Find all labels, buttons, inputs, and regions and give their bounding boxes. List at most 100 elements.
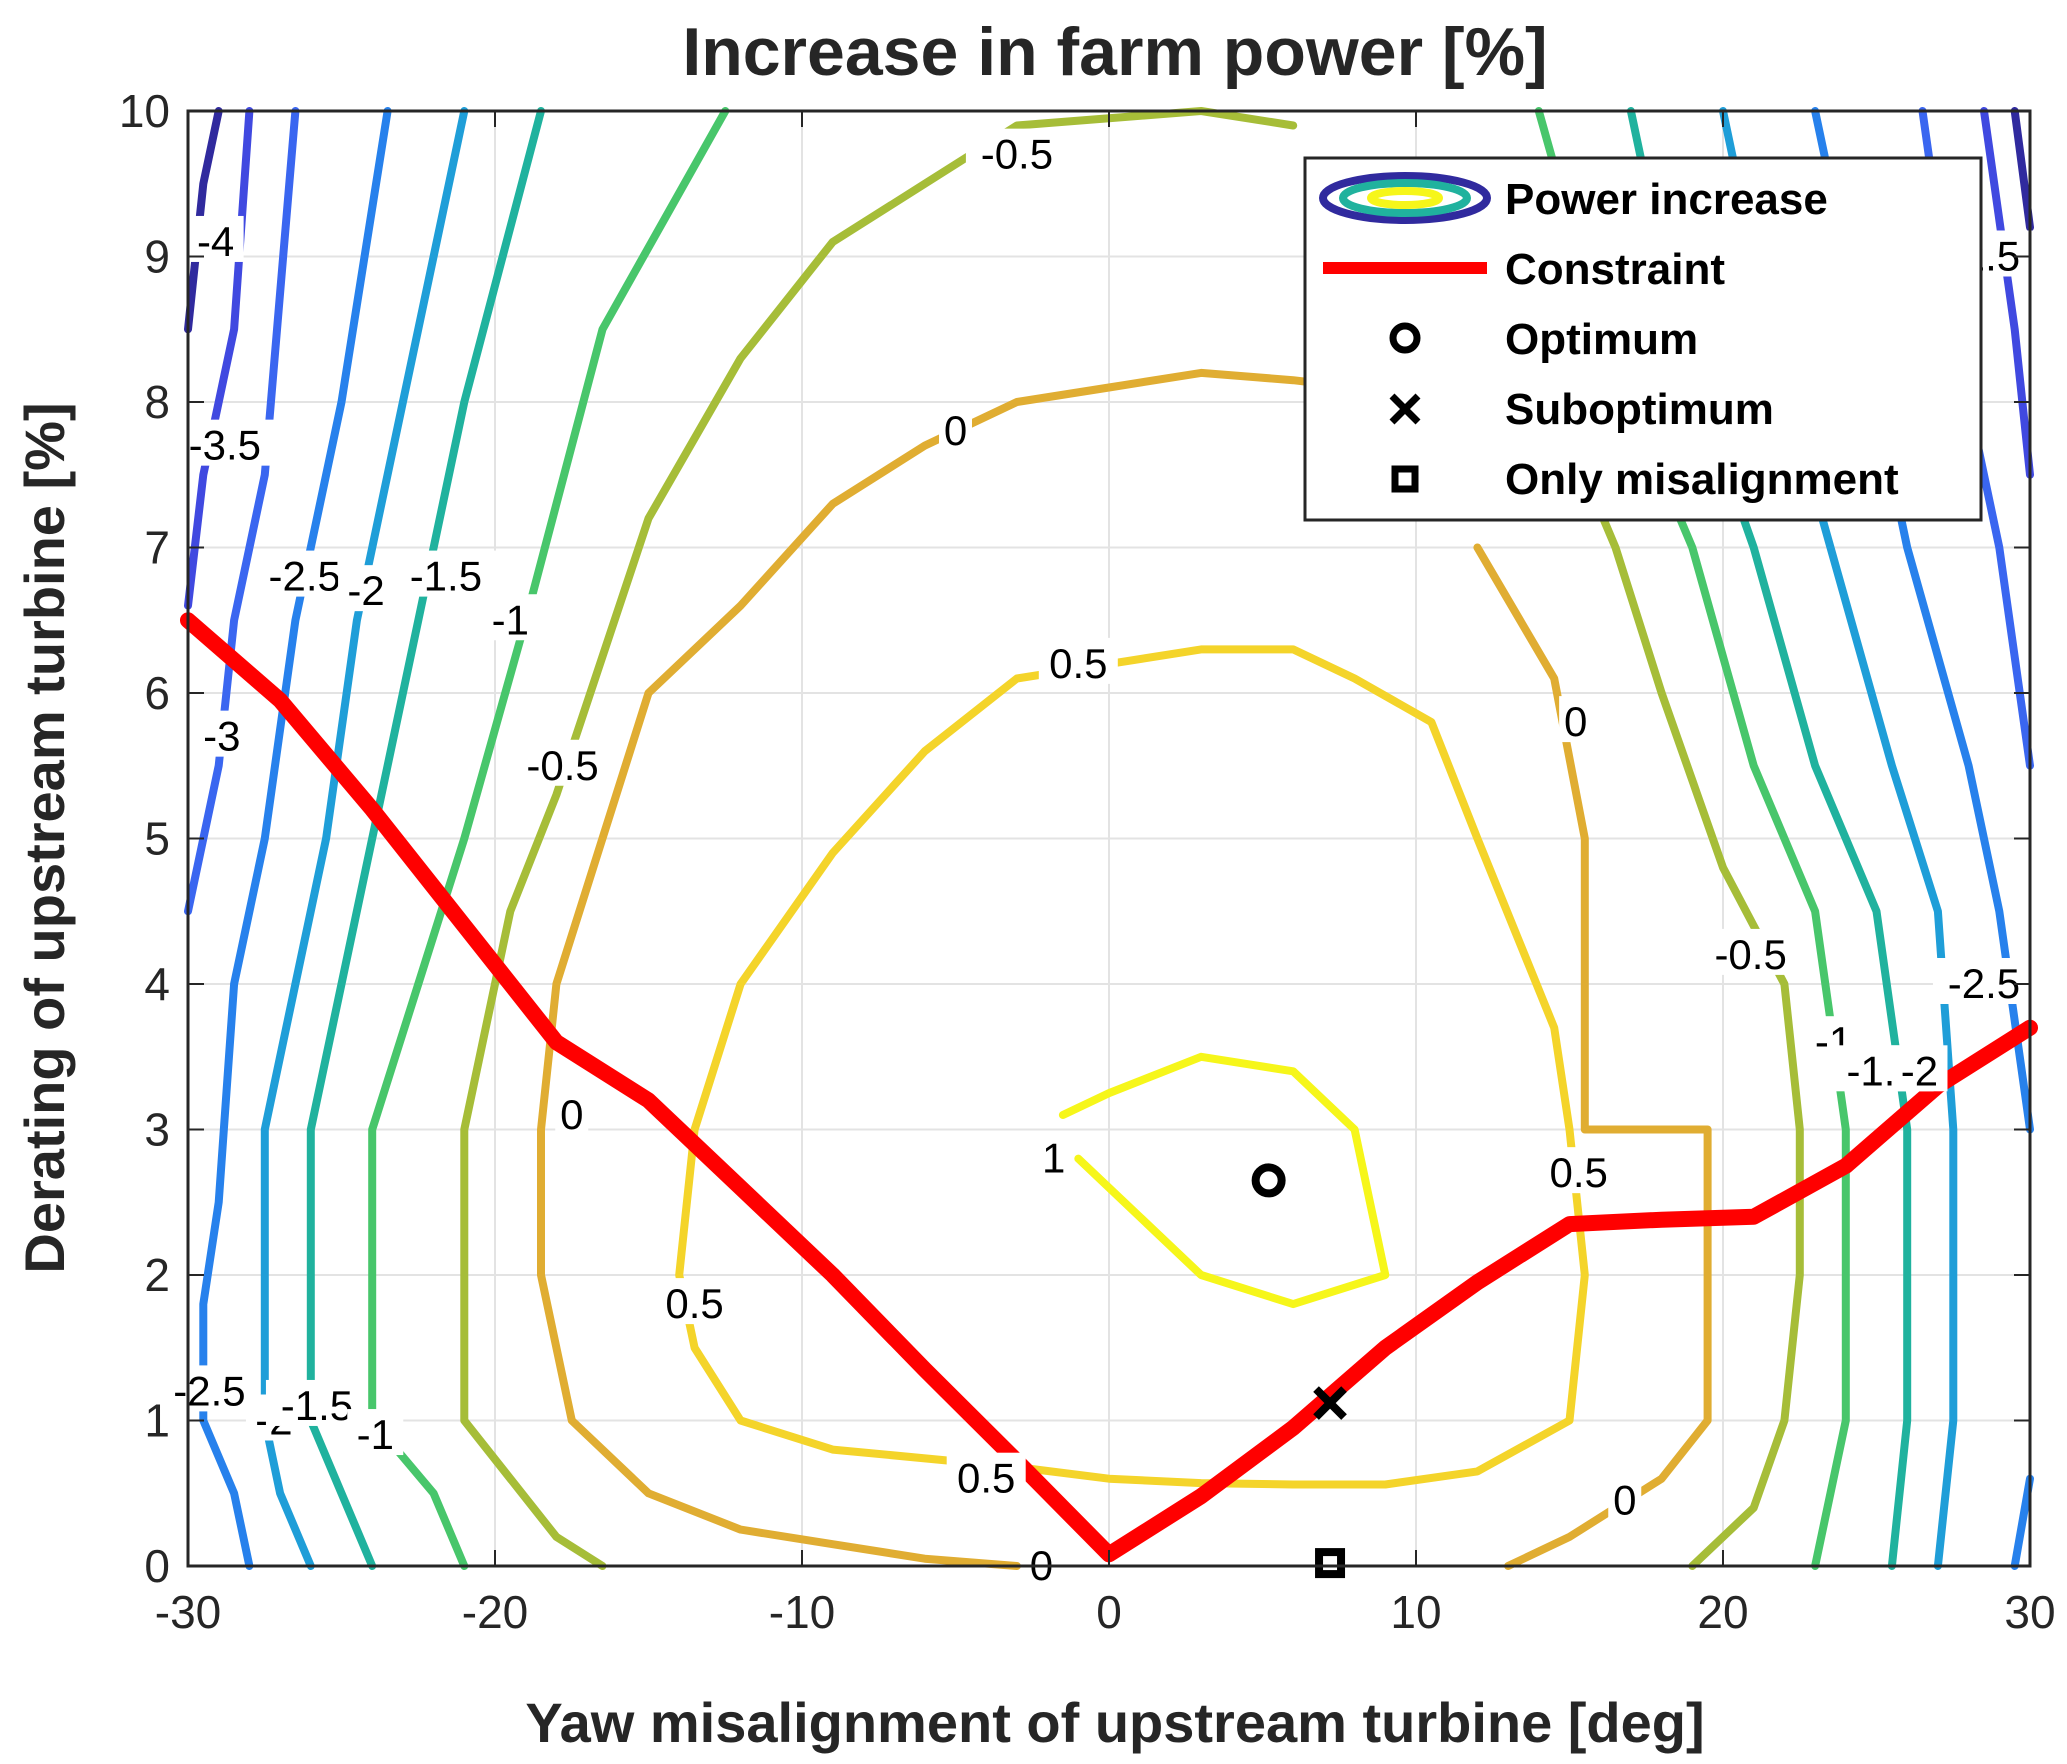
contour-label-background xyxy=(1038,637,1118,684)
contour-label: -0.5 xyxy=(1714,931,1786,978)
contour-label-background xyxy=(1608,1474,1642,1521)
contour-line-level-neg3 xyxy=(184,107,300,916)
y-tick-label: 1 xyxy=(144,1395,170,1447)
contour-label: 0 xyxy=(944,407,967,454)
axes-box xyxy=(186,109,2032,1568)
contour-label: -3.5 xyxy=(189,422,261,469)
contour-label-background xyxy=(394,550,497,597)
contour-label: 0 xyxy=(560,1091,583,1138)
contour-label: -2 xyxy=(347,567,384,614)
contour-line-level-neg1p5 xyxy=(306,107,545,1570)
contour-label-background xyxy=(1932,958,2035,1004)
contour-label-background xyxy=(347,1409,404,1456)
legend-icon-suboptimum xyxy=(1389,393,1421,425)
contour-label-background xyxy=(1539,1147,1619,1194)
legend-label-power-increase: Power increase xyxy=(1505,175,1828,224)
legend-icon-only-misalignment xyxy=(1391,465,1419,493)
contour-label-background xyxy=(193,710,250,757)
y-tick-label: 3 xyxy=(144,1104,170,1156)
optimum-marker xyxy=(1251,1163,1286,1198)
y-tick-label: 8 xyxy=(144,376,170,428)
suboptimum-marker xyxy=(1313,1386,1347,1420)
legend-icon-optimum xyxy=(1389,322,1421,354)
contour-line-level-neg2 xyxy=(260,107,469,1570)
contour-label-background xyxy=(939,405,972,452)
contour-label-background xyxy=(173,419,276,466)
contour-line-level-neg1 xyxy=(368,107,730,1570)
contour-label: 0.5 xyxy=(1049,640,1107,687)
contour-line-level-1 xyxy=(1058,1052,1390,1309)
axes xyxy=(186,109,2032,1568)
contour-label: 0.5 xyxy=(665,1280,723,1327)
contour-label: 0 xyxy=(1613,1477,1636,1524)
contour-label-background xyxy=(1559,696,1593,743)
legend-label-optimum: Optimum xyxy=(1505,315,1698,364)
contour-label: -2.5 xyxy=(173,1367,245,1414)
only-misalignment-marker xyxy=(1315,1548,1346,1579)
x-tick-label: -20 xyxy=(462,1586,528,1638)
legend-label-constraint: Constraint xyxy=(1505,245,1725,294)
y-tick-label: 9 xyxy=(144,231,170,283)
contour-label-background xyxy=(965,128,1068,175)
contour-labels: -0.500.51-4-3.5-2.5 -2 -1.5-1-3-0.500.5-2.… xyxy=(158,128,2035,1589)
contour-label: -4 xyxy=(197,218,234,265)
contour-label-background xyxy=(1891,1045,1948,1092)
y-tick-label: 0 xyxy=(144,1540,170,1592)
contour-label-background xyxy=(1037,1132,1071,1179)
contour-label: -0.5 xyxy=(981,131,1053,178)
contour-line-level-neg2p5 xyxy=(2010,1474,2034,1570)
contour-label: 0 xyxy=(1564,698,1587,745)
x-tick-label: 10 xyxy=(1390,1586,1441,1638)
contour-label: -0.5 xyxy=(526,742,598,789)
contour-line-level-neg4 xyxy=(184,107,223,334)
legend: Power increase Constraint Optimum Subopt… xyxy=(1303,156,1983,522)
contour-label: 0.5 xyxy=(1550,1149,1608,1196)
contour-label-background xyxy=(555,1088,589,1135)
contour-label-background xyxy=(187,215,244,262)
x-tick-label: 30 xyxy=(2004,1586,2055,1638)
contour-label-background xyxy=(946,1452,1026,1499)
legend-label-only-misalignment: Only misalignment xyxy=(1505,455,1899,504)
contour-label-background xyxy=(655,1278,735,1325)
contour-label-background xyxy=(1024,1540,1058,1586)
x-axis-label: Yaw misalignment of upstream turbine [de… xyxy=(525,1691,1704,1754)
chart-title: Increase in farm power [%] xyxy=(682,14,1547,90)
y-tick-label: 10 xyxy=(119,85,170,137)
x-tick-label: -30 xyxy=(155,1586,221,1638)
contour-label: -1.5 xyxy=(281,1382,353,1429)
contour-label: -1 xyxy=(492,596,529,643)
y-tick-label: 7 xyxy=(144,522,170,574)
contour-line-level-neg0p5 xyxy=(460,107,1298,1570)
contour-line-level-neg4 xyxy=(2010,107,2034,232)
y-tick-label: 6 xyxy=(144,667,170,719)
contour-line-level-0 xyxy=(537,368,1359,1570)
contour-label: -1.5 xyxy=(410,553,482,600)
contour-line-level-neg2p5 xyxy=(199,107,392,1570)
contour-label: 0.5 xyxy=(957,1455,1015,1502)
contour-label-background xyxy=(338,565,395,612)
legend-label-suboptimum: Suboptimum xyxy=(1505,385,1774,434)
contour-label: -2.5 xyxy=(268,553,340,600)
contour-label-background xyxy=(1699,928,1802,975)
x-tick-label: 0 xyxy=(1096,1586,1122,1638)
contour-label: -2 xyxy=(1901,1047,1938,1094)
contour-label: -2.5 xyxy=(1948,960,2020,1007)
contour-label-background xyxy=(158,1365,261,1412)
contour-line-level-neg3p5 xyxy=(1980,107,2034,479)
y-axis-label: Derating of upstream turbine [%] xyxy=(13,402,76,1273)
x-tick-label: 20 xyxy=(1697,1586,1748,1638)
contour-label: 1 xyxy=(1042,1135,1065,1182)
contour-label-background xyxy=(482,594,539,641)
markers xyxy=(1251,1163,1347,1579)
contour-label: -3 xyxy=(203,713,240,760)
y-tick-label: 4 xyxy=(144,958,170,1010)
x-tick-label: -10 xyxy=(769,1586,835,1638)
legend-icon-power-increase xyxy=(1319,172,1491,224)
contour-label: -1 xyxy=(357,1411,394,1458)
y-tick-label: 2 xyxy=(144,1249,170,1301)
contour-label-background xyxy=(511,739,614,786)
y-tick-label: 5 xyxy=(144,813,170,865)
